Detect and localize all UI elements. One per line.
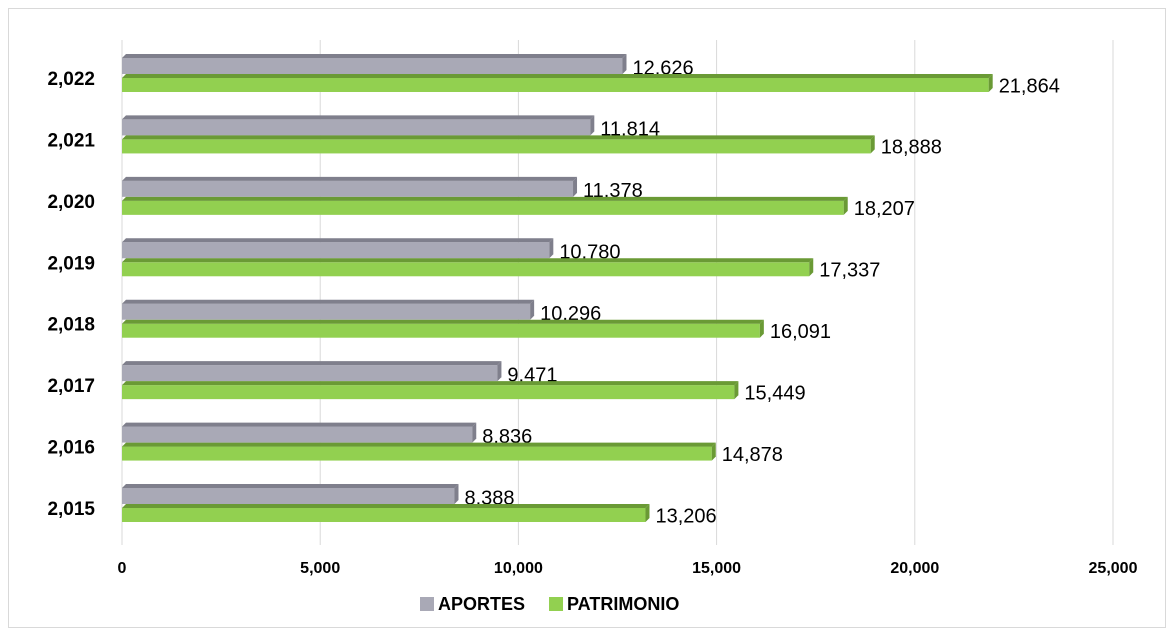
x-tick-label: 10,000 xyxy=(494,560,543,577)
data-label: 11,814 xyxy=(600,119,660,141)
bar xyxy=(122,135,875,154)
bar-face xyxy=(122,180,574,197)
bar-face xyxy=(122,442,716,447)
bar-face xyxy=(122,381,739,386)
bar-face xyxy=(122,323,760,338)
bar xyxy=(122,299,535,320)
bar-face xyxy=(122,115,595,120)
bar-face xyxy=(573,176,578,197)
bar-face xyxy=(122,504,650,508)
legend-label: PATRIMONIO xyxy=(567,594,679,614)
data-label: 11,378 xyxy=(583,180,643,202)
data-label: 10,296 xyxy=(540,303,601,325)
data-label: 18,888 xyxy=(881,137,942,159)
data-label: 8,836 xyxy=(482,426,532,448)
bar-face xyxy=(645,504,650,522)
data-label: 8,388 xyxy=(465,487,515,509)
x-tick-label: 5,000 xyxy=(300,560,340,577)
bar-face xyxy=(122,74,993,78)
bar xyxy=(122,442,716,461)
bar-face xyxy=(759,319,764,338)
data-label: 18,207 xyxy=(854,198,915,220)
bar-face xyxy=(122,54,627,58)
bar-face xyxy=(122,258,814,263)
data-label: 21,864 xyxy=(999,75,1060,97)
bar-face xyxy=(122,446,712,461)
bar-face xyxy=(870,135,875,154)
x-tick-label: 15,000 xyxy=(692,560,741,577)
legend-swatch xyxy=(549,597,564,611)
bar-face xyxy=(122,262,810,277)
y-tick-label: 2,021 xyxy=(47,130,95,151)
bar-face xyxy=(122,365,498,382)
bar xyxy=(122,74,993,92)
y-tick-label: 2,022 xyxy=(47,69,95,90)
data-label: 13,206 xyxy=(655,505,716,527)
bar-face xyxy=(122,242,550,259)
x-tick-label: 20,000 xyxy=(890,560,939,577)
bar xyxy=(122,484,459,504)
y-tick-label: 2,019 xyxy=(47,253,95,274)
data-label: 16,091 xyxy=(770,321,831,343)
bar-face xyxy=(549,238,554,259)
bar xyxy=(122,115,595,136)
bar xyxy=(122,196,848,215)
bar-face xyxy=(122,238,554,243)
bar-face xyxy=(122,426,473,443)
bar-face xyxy=(122,176,578,181)
bar-face xyxy=(122,139,871,154)
bar-face xyxy=(809,258,814,277)
bar xyxy=(122,422,477,443)
bar-face xyxy=(122,319,764,324)
y-tick-label: 2,020 xyxy=(47,192,95,213)
bar-face xyxy=(734,381,739,400)
data-label: 17,337 xyxy=(819,260,880,282)
bar xyxy=(122,319,764,338)
bar-face xyxy=(122,135,875,140)
y-tick-label: 2,015 xyxy=(47,499,95,520)
y-tick-label: 2,016 xyxy=(47,438,95,459)
bar-face xyxy=(122,299,535,304)
bar-face xyxy=(122,385,735,400)
bar-face xyxy=(988,74,993,92)
bar-face xyxy=(472,422,477,443)
data-label: 9,471 xyxy=(507,364,557,386)
bar-face xyxy=(122,78,989,92)
data-label: 15,449 xyxy=(744,382,805,404)
bar xyxy=(122,176,578,197)
bar-face xyxy=(590,115,595,136)
y-tick-label: 2,018 xyxy=(47,315,95,336)
bar xyxy=(122,238,554,259)
bar-face xyxy=(530,299,535,320)
legend-swatch xyxy=(420,597,434,611)
bar-face xyxy=(711,442,716,461)
bar-face xyxy=(122,422,477,427)
x-tick-label: 25,000 xyxy=(1089,560,1138,577)
bar xyxy=(122,381,739,400)
legend-label: APORTES xyxy=(438,594,525,614)
bar-face xyxy=(122,488,455,504)
data-label: 12,626 xyxy=(632,57,693,79)
y-tick-label: 2,017 xyxy=(47,376,95,397)
bar-face xyxy=(122,361,502,366)
bar-face xyxy=(454,484,459,504)
bar-face xyxy=(122,508,646,522)
bar xyxy=(122,504,650,522)
bar-face xyxy=(122,200,844,215)
bar xyxy=(122,361,502,382)
bar-face xyxy=(497,361,502,382)
bar-face xyxy=(122,303,531,320)
bar xyxy=(122,54,627,74)
data-label: 14,878 xyxy=(722,444,783,466)
bar-face xyxy=(843,196,848,215)
bar-face xyxy=(122,58,623,74)
bar-face xyxy=(122,484,459,488)
bar-face xyxy=(622,54,627,74)
bar xyxy=(122,258,814,277)
data-label: 10,780 xyxy=(559,242,620,264)
x-tick-label: 0 xyxy=(118,560,127,577)
bar-face xyxy=(122,119,591,136)
bar-face xyxy=(122,196,848,201)
